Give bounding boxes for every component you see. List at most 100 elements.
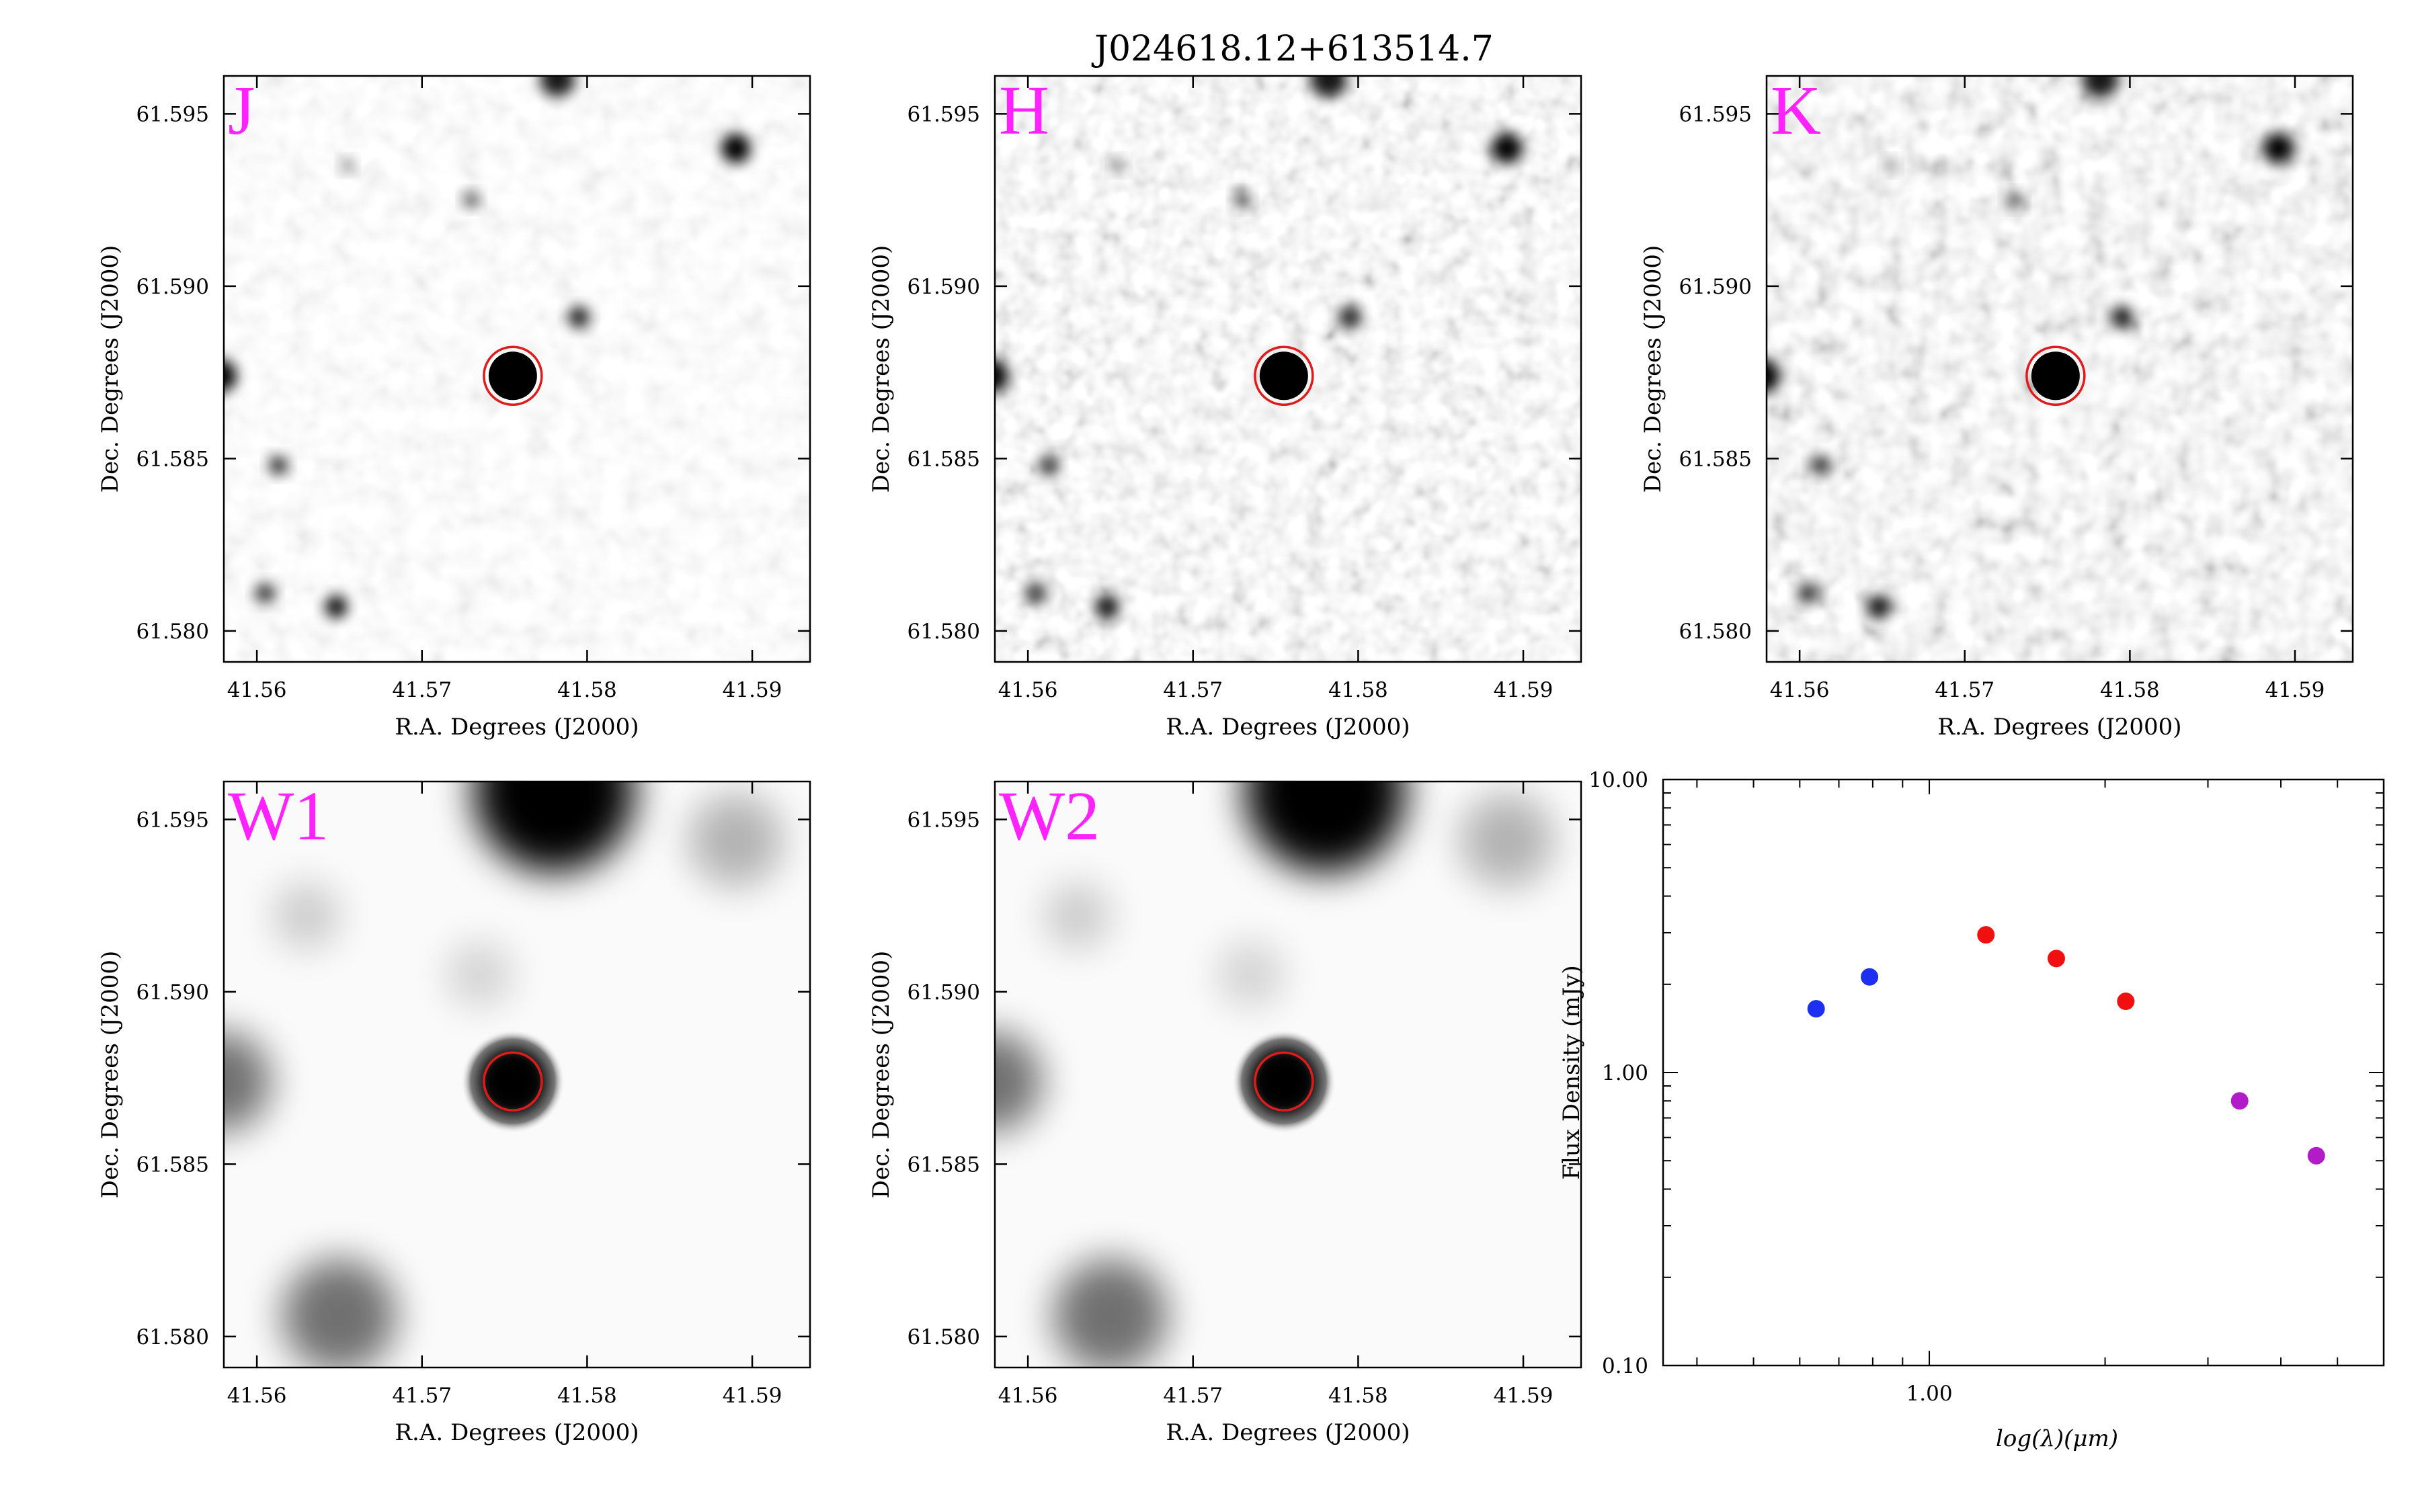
field-star — [473, 782, 635, 873]
cutout-panel-k: 41.56 41.57 41.58 41.59 61.595 61.590 61.585 61… — [1640, 72, 2354, 741]
cutout-panel-w2: 41.56 41.57 41.58 41.59 61.595 61.590 61.585 61… — [868, 778, 1582, 1446]
cutout-image — [224, 782, 810, 1368]
y-tick-label: 61.580 — [908, 620, 980, 644]
field-star — [446, 941, 514, 1009]
x-tick-label: 41.56 — [227, 678, 287, 702]
field-star — [721, 133, 751, 163]
cutout-panel-h: 41.56 41.57 41.58 41.59 61.595 61.590 61.585 61… — [868, 72, 1582, 741]
x-axis-label: R.A. Degrees (J2000) — [1166, 714, 1410, 741]
x-tick-label: 41.57 — [1163, 1384, 1223, 1408]
target-source — [488, 351, 537, 401]
y-tick-label: 61.590 — [136, 275, 209, 299]
field-star — [224, 1031, 272, 1132]
sed-point — [1977, 926, 1995, 944]
band-label: W1 — [228, 778, 329, 855]
y-tick-label: 61.585 — [136, 447, 209, 471]
target-marker-circle — [1254, 1051, 1314, 1112]
field-star — [272, 882, 340, 950]
x-tick-label: 41.56 — [998, 1384, 1058, 1408]
sed-x-tick-label: 1.00 — [1906, 1382, 1953, 1406]
x-tick-label: 41.56 — [998, 678, 1058, 702]
y-tick-label: 61.590 — [136, 980, 209, 1005]
field-star — [2081, 76, 2119, 98]
cutout-image — [995, 76, 1581, 662]
target-marker-circle — [1254, 345, 1314, 407]
x-tick-label: 41.57 — [392, 1384, 452, 1408]
x-axis-label: R.A. Degrees (J2000) — [395, 714, 639, 741]
panel-frame — [223, 780, 811, 1369]
field-star — [1111, 158, 1126, 173]
x-tick-label: 41.58 — [557, 678, 617, 702]
x-tick-label: 41.58 — [1328, 678, 1388, 702]
y-tick-label: 61.585 — [1679, 447, 1752, 471]
field-star — [2110, 306, 2133, 329]
field-star — [325, 595, 348, 618]
sed-x-axis-label: log(λ)(μm) — [1996, 1425, 2118, 1452]
y-axis-label: Dec. Degrees (J2000) — [868, 951, 895, 1199]
cutout-panel-w1: 41.56 41.57 41.58 41.59 61.595 61.590 61.585 61… — [97, 778, 811, 1446]
field-star — [1811, 455, 1831, 476]
field-star — [463, 192, 480, 208]
x-tick-label: 41.58 — [2100, 678, 2160, 702]
y-tick-label: 61.580 — [136, 620, 209, 644]
y-tick-label: 61.585 — [908, 1152, 980, 1177]
field-star — [995, 1031, 1043, 1132]
field-star — [269, 456, 288, 475]
sed-point — [2307, 1146, 2325, 1165]
sed-y-tick-label: 1.00 — [1602, 1061, 1648, 1085]
y-tick-label: 61.595 — [908, 808, 980, 832]
x-tick-label: 41.59 — [723, 1384, 782, 1408]
field-star — [1043, 882, 1111, 950]
target-marker-circle — [2025, 345, 2086, 407]
field-star — [1338, 306, 1361, 329]
field-star — [1491, 132, 1523, 164]
y-tick-label: 61.590 — [1679, 275, 1752, 299]
sed-y-axis-label: Flux Density (mJy) — [1558, 965, 1585, 1179]
field-star — [1244, 782, 1406, 873]
x-axis-label: R.A. Degrees (J2000) — [1937, 714, 2181, 741]
field-star — [1025, 582, 1047, 604]
sed-y-tick-label: 10.00 — [1588, 768, 1648, 792]
x-tick-label: 41.59 — [2265, 678, 2325, 702]
field-star — [341, 159, 355, 173]
field-star — [1217, 941, 1285, 1009]
field-star — [1459, 793, 1554, 888]
field-star — [1053, 1259, 1168, 1368]
sed-y-tick-label: 0.10 — [1602, 1354, 1648, 1378]
y-tick-label: 61.590 — [908, 980, 980, 1005]
field-star — [540, 76, 575, 97]
field-star — [1309, 76, 1347, 98]
x-tick-label: 41.57 — [1935, 678, 1994, 702]
field-star — [255, 583, 276, 603]
field-star — [1767, 359, 1781, 392]
target-marker-circle — [483, 345, 543, 407]
x-tick-label: 41.57 — [1163, 678, 1223, 702]
x-tick-label: 41.57 — [392, 678, 452, 702]
sed-point — [2230, 1092, 2249, 1110]
field-star — [1234, 192, 1252, 209]
sed-point — [2117, 993, 2135, 1011]
y-tick-label: 61.580 — [908, 1325, 980, 1349]
y-axis-label: Dec. Degrees (J2000) — [1640, 245, 1666, 493]
field-star — [688, 793, 783, 888]
band-label: H — [999, 72, 1049, 149]
x-tick-label: 41.59 — [1494, 1384, 1554, 1408]
sed-frame — [1662, 778, 2385, 1367]
field-star — [2263, 132, 2294, 164]
y-tick-label: 61.595 — [908, 102, 980, 126]
x-tick-label: 41.56 — [227, 1384, 287, 1408]
y-tick-label: 61.595 — [136, 102, 209, 126]
cutout-image — [1767, 76, 2353, 662]
x-axis-label: R.A. Degrees (J2000) — [1166, 1419, 1410, 1446]
x-tick-label: 41.56 — [1770, 678, 1830, 702]
target-marker-circle — [483, 1051, 543, 1112]
sed-point — [2047, 950, 2065, 968]
y-axis-label: Dec. Degrees (J2000) — [97, 245, 124, 493]
field-star — [1867, 595, 1891, 619]
y-tick-label: 61.595 — [136, 808, 209, 832]
field-star — [568, 306, 590, 329]
field-star — [1039, 455, 1059, 476]
y-tick-label: 61.595 — [1679, 102, 1752, 126]
x-tick-label: 41.59 — [723, 678, 782, 702]
